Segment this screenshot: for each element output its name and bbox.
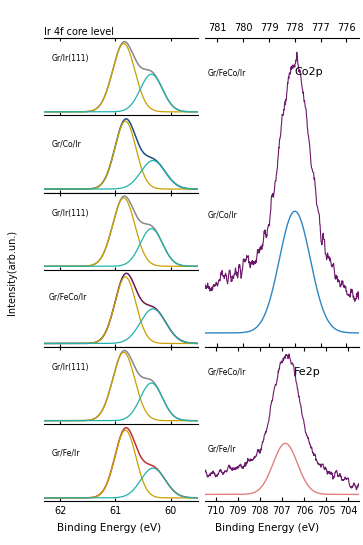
Text: Gr/FeCo/Ir: Gr/FeCo/Ir bbox=[48, 292, 87, 301]
Text: Gr/FeCo/Ir: Gr/FeCo/Ir bbox=[208, 368, 246, 377]
Text: Gr/Co/Ir: Gr/Co/Ir bbox=[208, 210, 237, 219]
Text: Gr/Fe/Ir: Gr/Fe/Ir bbox=[208, 445, 236, 454]
Text: Ir 4f core level: Ir 4f core level bbox=[44, 27, 114, 38]
Text: Co2p: Co2p bbox=[294, 67, 323, 77]
Text: Intensity(arb.un.): Intensity(arb.un.) bbox=[7, 230, 17, 315]
Text: Gr/Co/Ir: Gr/Co/Ir bbox=[51, 139, 81, 148]
Text: Gr/Ir(111): Gr/Ir(111) bbox=[51, 54, 89, 63]
Text: Gr/Ir(111): Gr/Ir(111) bbox=[51, 363, 89, 372]
Text: Binding Energy (eV): Binding Energy (eV) bbox=[57, 523, 161, 534]
Text: Gr/Ir(111): Gr/Ir(111) bbox=[51, 209, 89, 218]
Text: Gr/Fe/Ir: Gr/Fe/Ir bbox=[51, 448, 80, 457]
Text: Binding Energy (eV): Binding Energy (eV) bbox=[215, 523, 319, 534]
Text: Fe2p: Fe2p bbox=[294, 367, 321, 377]
Text: Gr/FeCo/Ir: Gr/FeCo/Ir bbox=[208, 68, 246, 77]
